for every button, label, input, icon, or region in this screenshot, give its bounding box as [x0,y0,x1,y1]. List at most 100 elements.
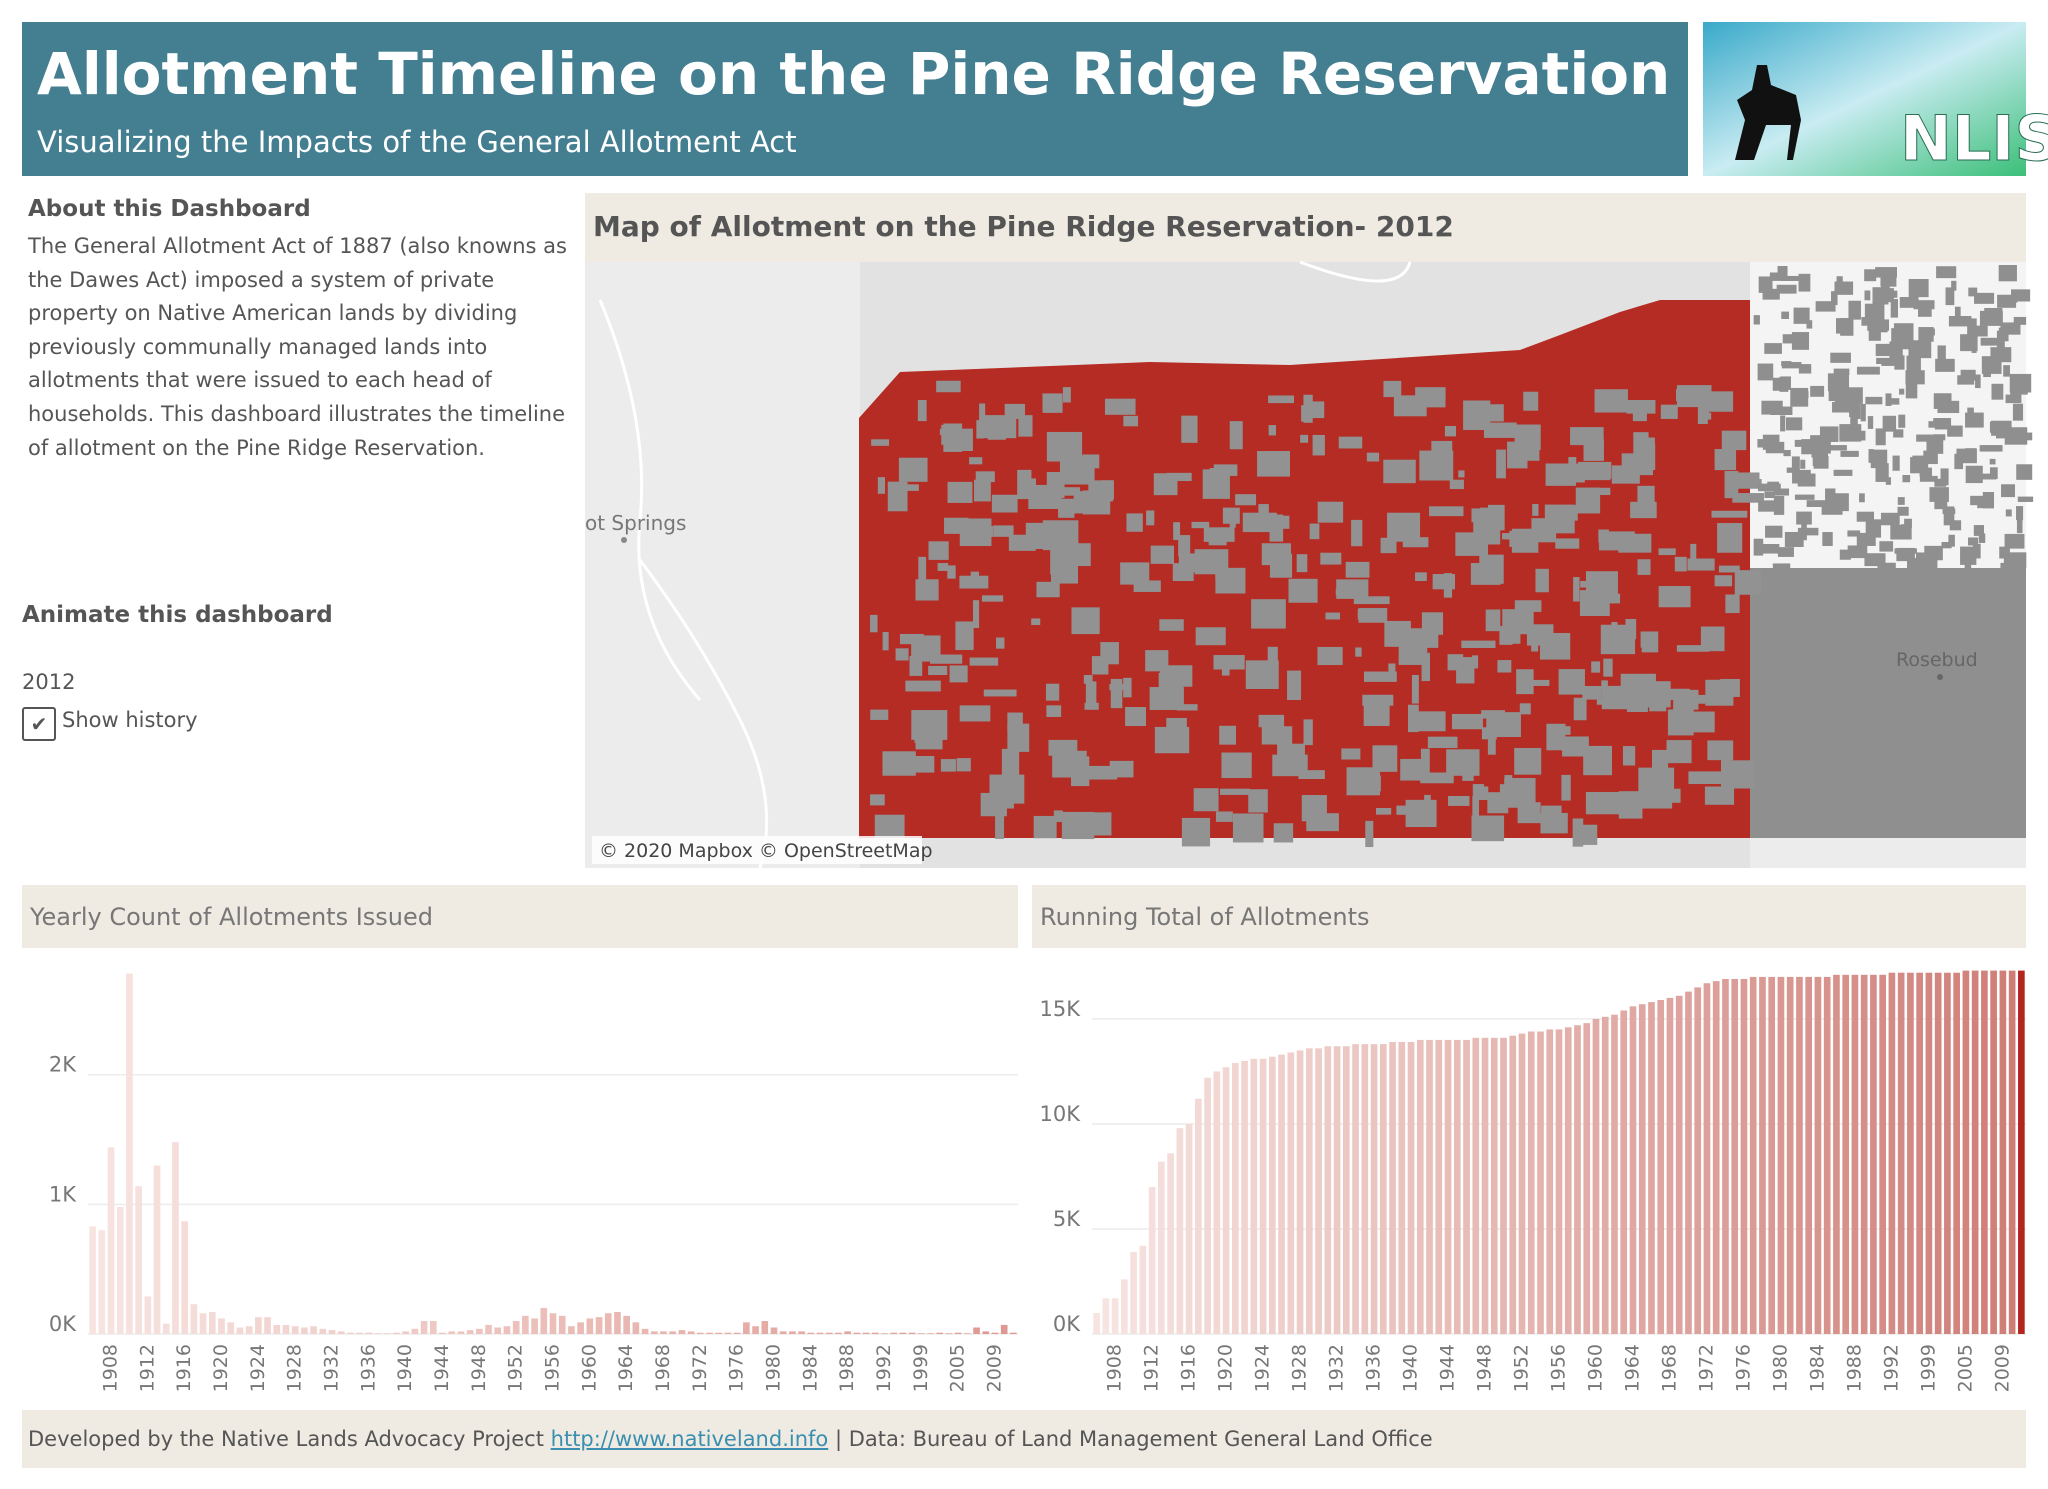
bar [1287,1052,1295,1334]
map-patch [1686,691,1697,707]
map-patch [1632,403,1647,422]
map-patch [1757,363,1774,381]
header-subtitle: Visualizing the Impacts of the General A… [37,125,797,159]
map-patch [1355,647,1362,657]
bar [1389,1042,1396,1334]
map-patch [1784,531,1804,547]
x-tick-label: 1968 [652,1344,674,1392]
map-patch [972,600,980,629]
bar [595,1317,603,1334]
bar [1416,1039,1424,1334]
map-patch [1973,525,1985,536]
checkbox[interactable]: ✔ [22,707,56,741]
map-patch [1897,506,1909,516]
bar [218,1318,225,1334]
bar [1842,974,1850,1334]
map-patch [870,614,878,633]
map-patch [1704,786,1735,805]
map-patch [1519,703,1531,715]
bar [789,1331,796,1334]
bar [964,1333,971,1334]
map-patch [1797,473,1816,487]
checkbox-label[interactable]: Show history [62,708,198,732]
chart-title-band [22,885,1018,948]
bar [1121,1279,1128,1334]
map-patch [1301,405,1309,422]
bar [540,1308,548,1334]
map-patch [975,471,995,483]
map-patch [1603,658,1613,677]
bar [1139,1245,1147,1334]
map-patch [1762,288,1780,300]
map-patch [1846,387,1863,404]
x-tick-label: 1928 [284,1344,306,1392]
map-patch [1793,307,1810,324]
bar [1379,1044,1387,1334]
map-patch [1876,357,1893,364]
map-patch [1658,548,1676,556]
map-patch [882,631,889,651]
bar [871,1332,879,1334]
map-patch [1849,400,1860,418]
map-patch [1120,562,1150,585]
bar [1897,972,1905,1334]
map-patch [1481,710,1506,719]
map-patch [1934,478,1947,487]
map-patch [2016,519,2023,534]
footer-link[interactable]: http://www.nativeland.info [550,1427,829,1451]
bar [1990,970,1997,1334]
map-patch [1786,467,1794,473]
map-patch [1085,681,1097,706]
map-patch [1856,511,1875,522]
map-patch [1268,425,1276,436]
map-patch [898,457,928,482]
bar [632,1322,640,1334]
x-tick-label: 1908 [1104,1344,1126,1392]
bar [927,1333,934,1334]
map-patch [1786,417,1803,431]
map-patch [1407,704,1419,733]
map-patch [1830,445,1847,451]
bar [1666,997,1674,1334]
bar [1703,983,1711,1334]
map-patch [1358,608,1388,623]
map-patch [2005,394,2022,404]
map-patch [1905,370,1925,385]
map-patch [1245,660,1279,690]
map-patch [1366,452,1380,462]
map-patch [1848,300,1861,320]
map-patch [1964,559,1972,570]
bar [1981,970,1988,1334]
map-patch [1998,327,2009,342]
map-patch [1893,323,1914,341]
bar [2018,970,2025,1334]
map-patch [1062,387,1071,403]
bar [1426,1039,1433,1334]
map-patch [1773,488,1790,496]
map-patch [1447,654,1464,671]
map-attribution: © 2020 Mapbox © OpenStreetMap [599,840,933,862]
x-tick-label: 1956 [1548,1344,1570,1392]
x-tick-label: 1968 [1658,1344,1680,1392]
map-patch [1411,674,1419,704]
map-patch [1797,527,1819,536]
x-tick-label: 1916 [173,1344,195,1392]
map-patch [1195,627,1226,646]
map-patch [1221,752,1252,779]
bar [1213,1071,1221,1334]
map-patch [1031,618,1041,626]
x-tick-label: 2005 [1954,1344,1976,1392]
map-patch [1176,704,1198,711]
map-patch [1828,389,1849,402]
map-patch [2010,380,2028,395]
map-patch [1794,494,1815,500]
map-patch [917,399,927,422]
map-patch [1178,535,1191,557]
map-patch [1502,788,1535,800]
map-patch [1269,515,1290,529]
map-patch [1758,500,1777,512]
bar [1555,1029,1563,1334]
map-patch [1363,671,1397,682]
bar [687,1331,695,1334]
